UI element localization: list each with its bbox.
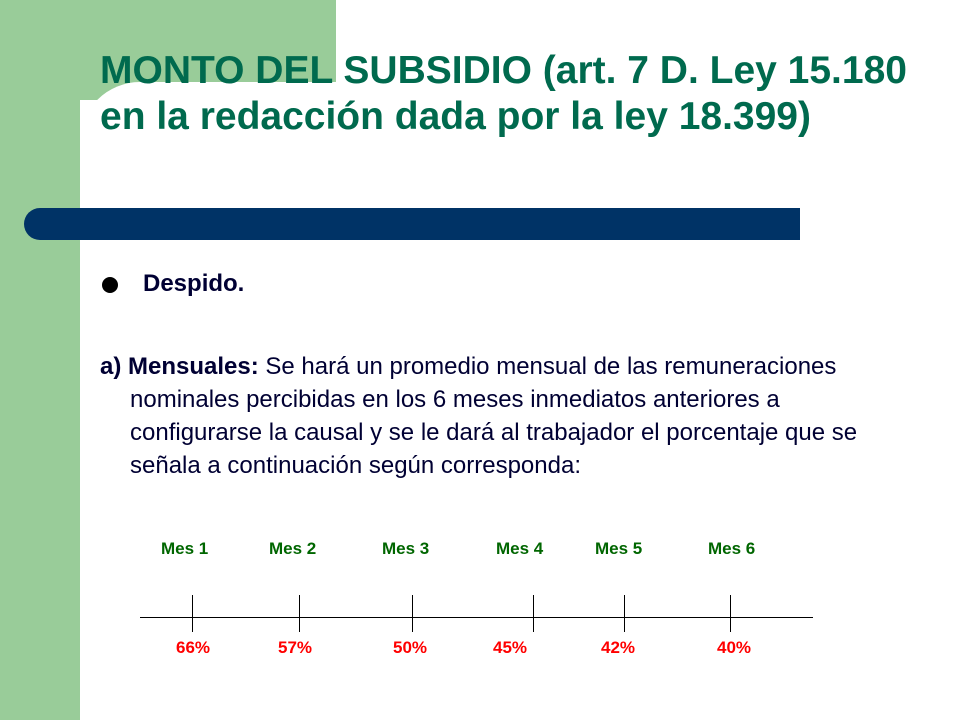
percentage-label: 50%: [393, 638, 428, 657]
title-underline-bar: [24, 208, 800, 240]
corner-curve: [80, 82, 380, 282]
percentage-label: 40%: [717, 638, 752, 657]
timeline-axis: [140, 617, 813, 618]
timeline-tick: [533, 595, 534, 632]
month-label: Mes 5: [595, 539, 643, 558]
month-label: Mes 2: [269, 539, 317, 558]
month-label: Mes 6: [708, 539, 756, 558]
timeline-tick: [412, 595, 413, 632]
month-label: Mes 3: [382, 539, 430, 558]
bullet-icon: [102, 277, 118, 293]
timeline-tick: [192, 595, 193, 632]
month-label: Mes 4: [496, 539, 544, 558]
bullet-text: Despido.: [143, 270, 245, 297]
sidebar-decoration: [0, 0, 80, 720]
timeline-tick: [730, 595, 731, 632]
timeline-tick: [624, 595, 625, 632]
slide-title: MONTO DEL SUBSIDIO (art. 7 D. Ley 15.180…: [100, 49, 907, 138]
month-label: Mes 1: [161, 539, 209, 558]
timeline-tick: [299, 595, 300, 632]
body-paragraph: a) Mensuales: Se hará un promedio mensua…: [100, 350, 900, 482]
percentage-label: 45%: [493, 638, 528, 657]
percentage-label: 57%: [278, 638, 313, 657]
percentage-label: 66%: [176, 638, 211, 657]
percentage-label: 42%: [601, 638, 636, 657]
paragraph-body: Se hará un promedio mensual de las remun…: [130, 353, 858, 479]
paragraph-lead: a) Mensuales:: [100, 353, 259, 380]
